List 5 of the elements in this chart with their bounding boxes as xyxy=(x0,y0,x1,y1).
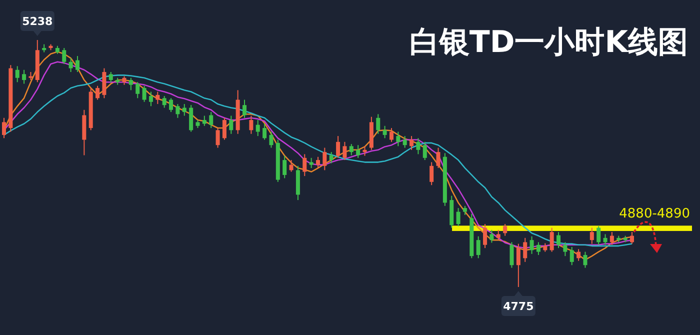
annotation: 5238 xyxy=(22,15,53,28)
annotation: 4775 xyxy=(503,300,534,313)
annotation: 4775 xyxy=(501,291,536,316)
title: 白银TD一小时K线图 xyxy=(409,25,688,60)
annotation: 5238 xyxy=(20,11,54,36)
